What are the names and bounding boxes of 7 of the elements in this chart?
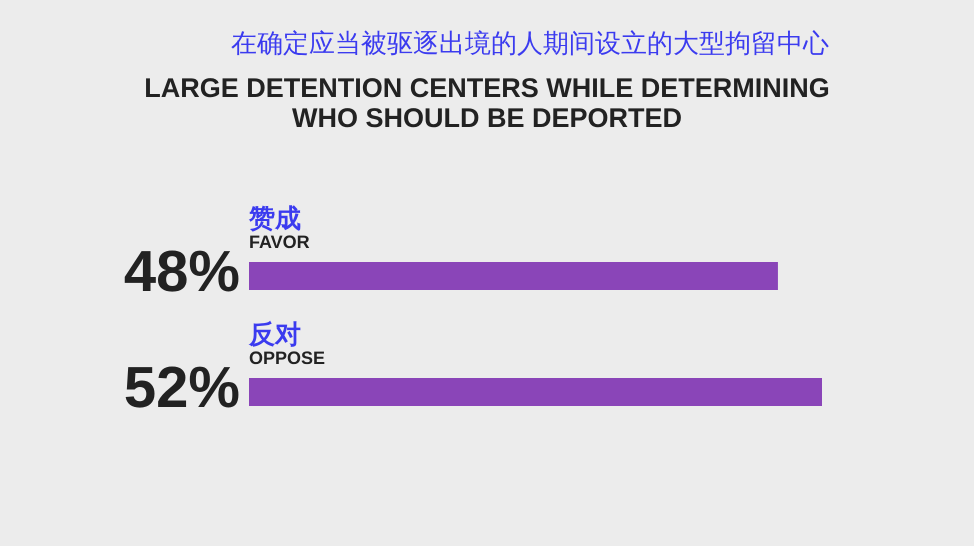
y-tick-label: 反对 OPPOSE: [248, 319, 326, 368]
y-tick-label: 赞成 FAVOR: [248, 203, 310, 252]
title: 在确定应当被驱逐出境的人期间设立的大型拘留中心: [231, 28, 829, 58]
subtitle: WHO SHOULD BE DEPORTED: [292, 103, 682, 133]
value-label: 52%: [124, 355, 240, 420]
value-label: 48%: [124, 239, 240, 304]
subtitle: LARGE DETENTION CENTERS WHILE DETERMINING: [144, 73, 830, 103]
